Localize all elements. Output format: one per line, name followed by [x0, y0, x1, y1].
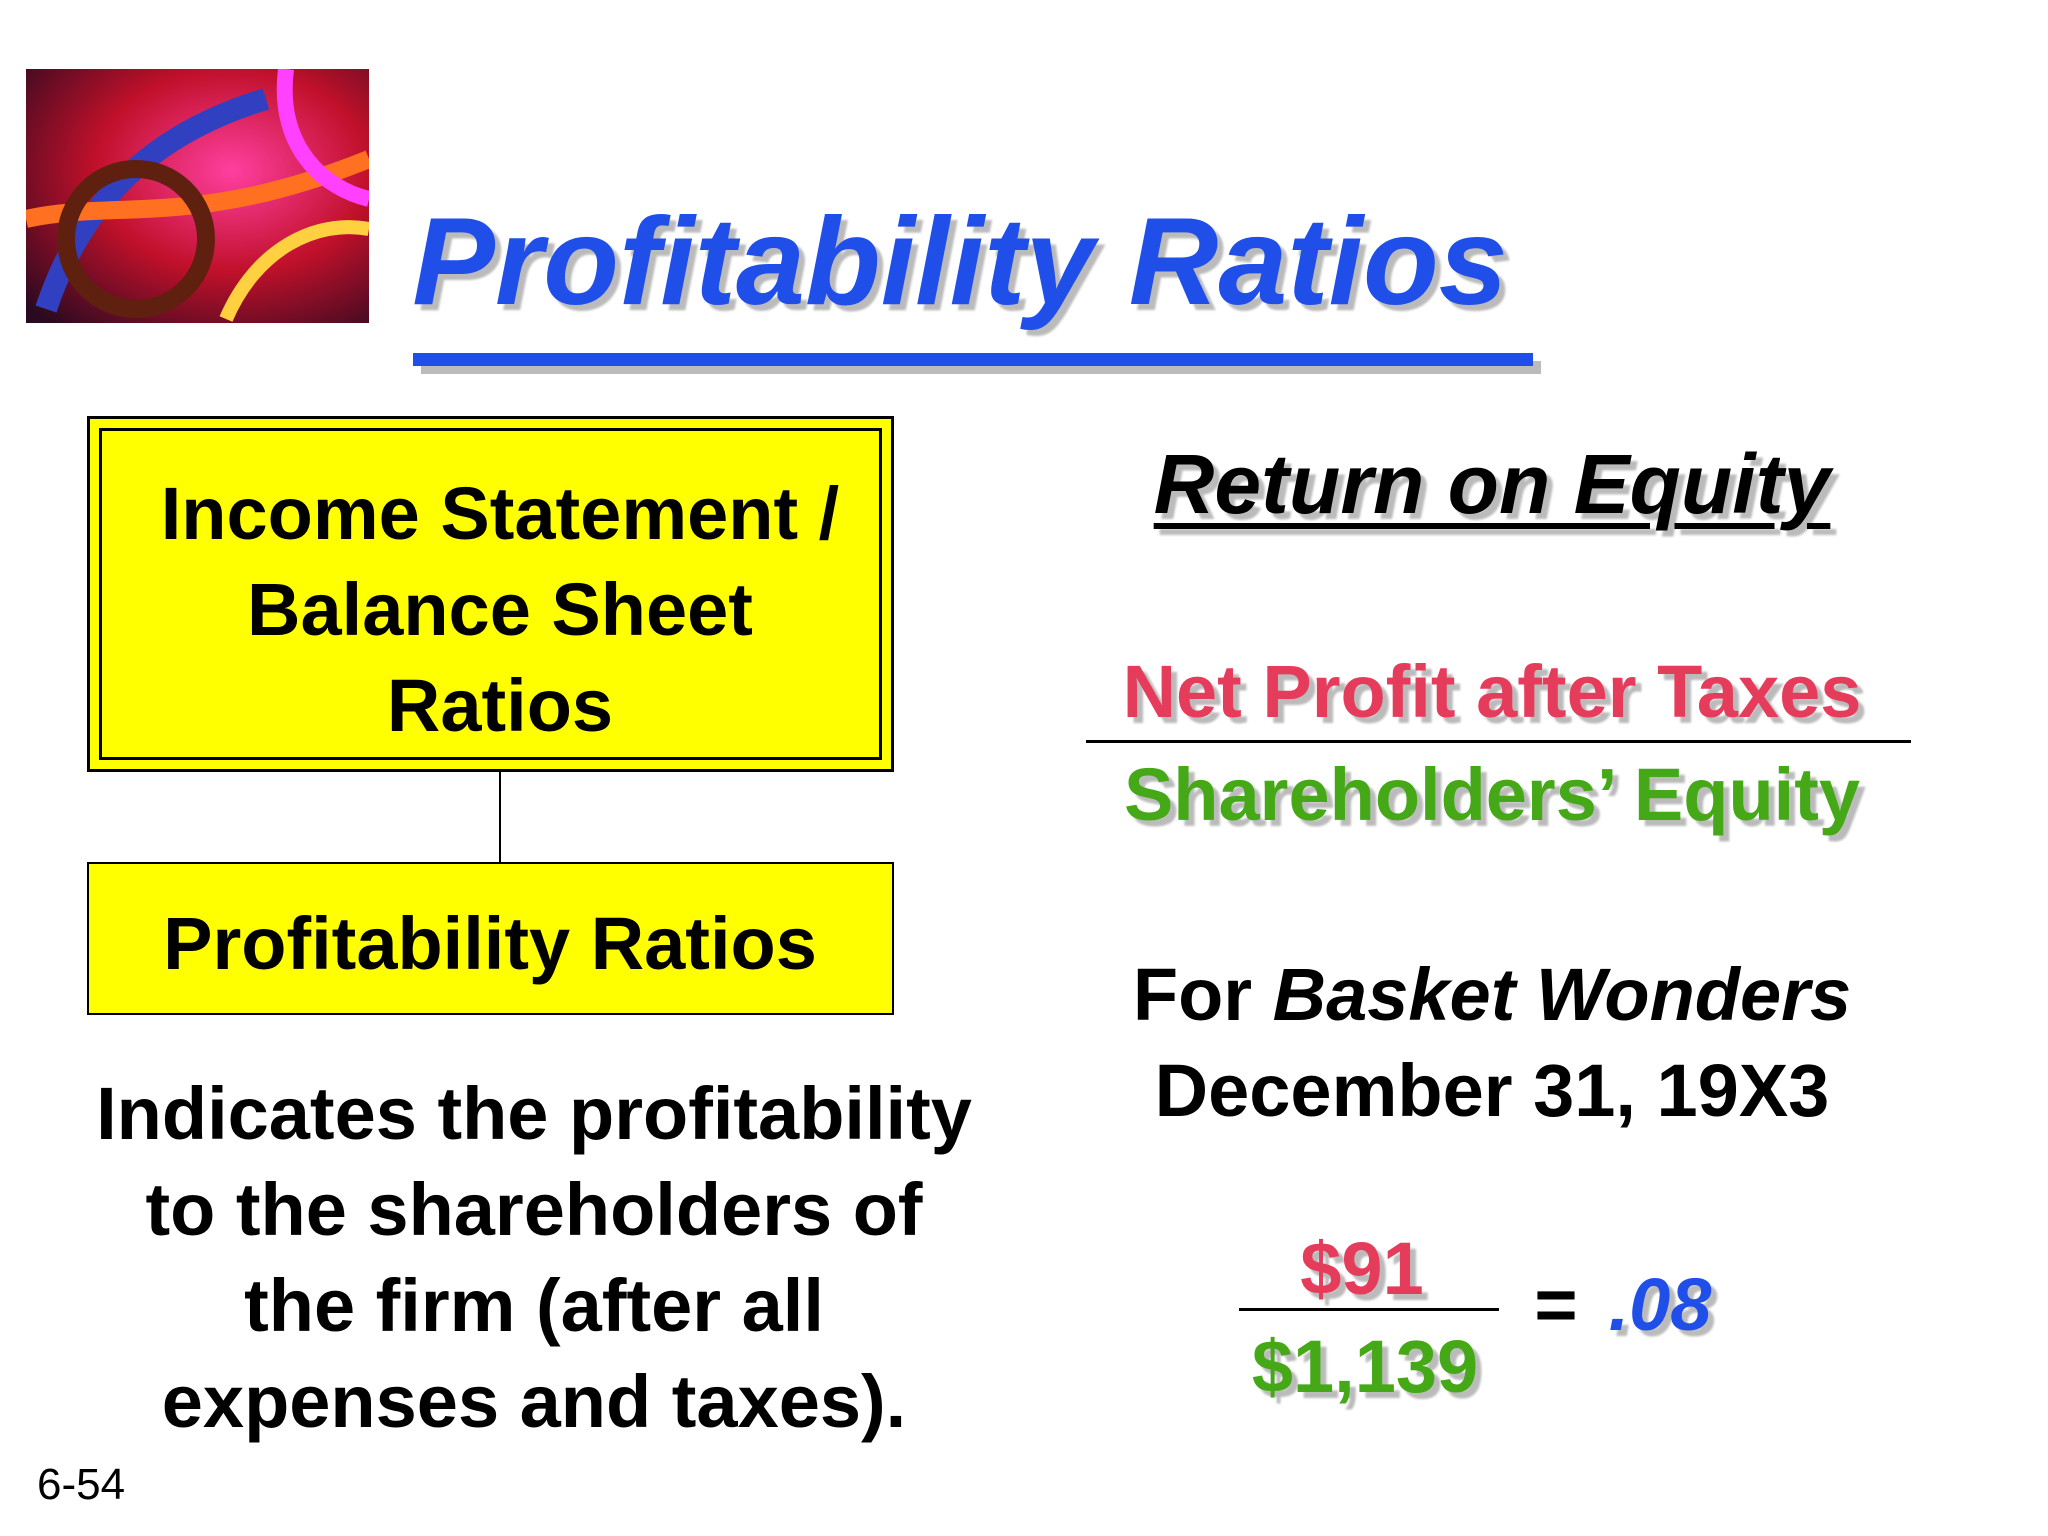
calc-result: .08: [1608, 1263, 1712, 1346]
description-line: Indicates the profitability: [96, 1072, 972, 1155]
calc-denominator: $1,139: [1251, 1325, 1479, 1408]
slide-title: Profitability Ratios: [412, 193, 1508, 331]
box-line: Income Statement /: [160, 472, 840, 555]
box-line: Ratios: [386, 664, 614, 747]
company-name: Basket Wonders: [1272, 953, 1852, 1036]
company-line: For Basket Wonders: [1133, 958, 1851, 1032]
logo-image: [26, 69, 369, 323]
formula-denominator: Shareholders’ Equity: [1123, 753, 1861, 836]
sub-box: [87, 862, 894, 1015]
statement-box: [87, 416, 894, 772]
description-line: the firm (after all: [244, 1264, 824, 1347]
fraction-line: [1086, 740, 1911, 743]
slide-number: 6-54: [37, 1460, 126, 1509]
box-line: Balance Sheet: [247, 568, 753, 651]
description-line: expenses and taxes).: [161, 1360, 907, 1443]
formula-numerator: Net Profit after Taxes: [1122, 650, 1862, 733]
equals-sign: =: [1534, 1263, 1578, 1346]
roe-heading: Return on Equity: [1153, 437, 1831, 531]
calc-numerator: $91: [1300, 1227, 1424, 1310]
sub-box-label: Profitability Ratios: [163, 902, 817, 985]
for-prefix: For: [1132, 953, 1253, 1036]
description-line: to the shareholders of: [145, 1168, 923, 1251]
connector: [499, 772, 501, 862]
title-underline: [413, 353, 1533, 366]
calc-fraction-line: [1239, 1308, 1499, 1311]
date: December 31, 19X3: [1154, 1049, 1830, 1132]
